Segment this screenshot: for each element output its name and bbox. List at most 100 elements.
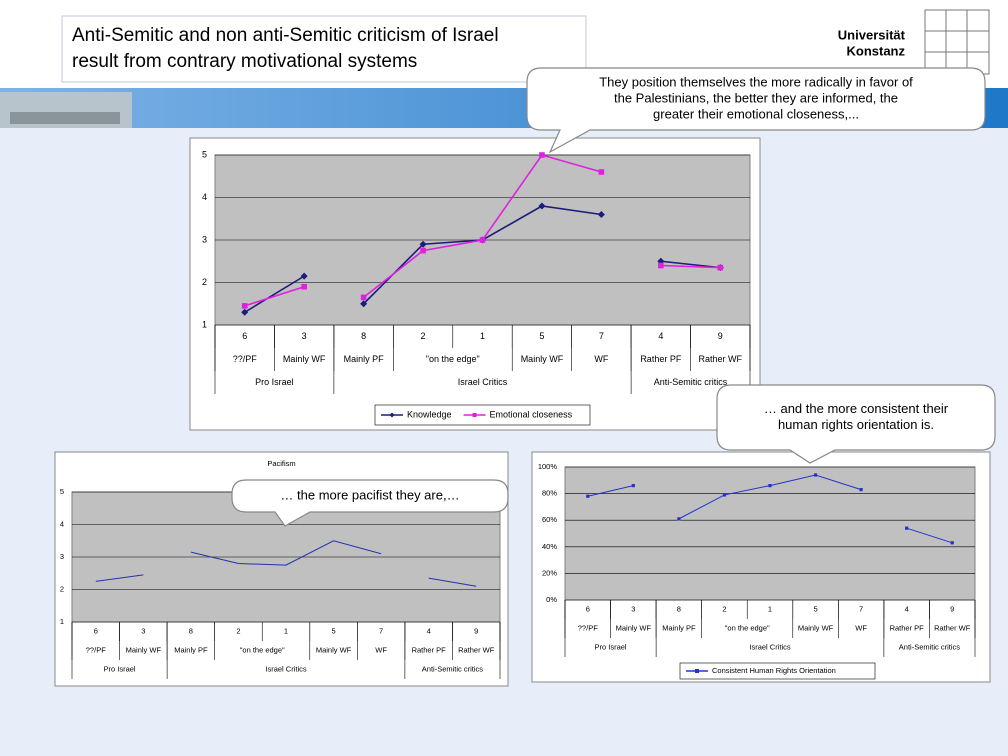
x-tick-label: 4 [658,331,663,341]
x-tick-label: Mainly PF [174,645,208,654]
y-tick-label: 3 [60,552,64,561]
y-tick-label: 100% [538,462,558,471]
point [420,247,426,254]
x-tick-label: Anti-Semitic critics [899,642,961,651]
x-tick-label: Rather WF [699,354,743,364]
point [717,264,724,271]
point [241,308,249,316]
point [677,517,681,521]
point [950,541,954,545]
legend-box [679,662,876,680]
x-tick-label: 5 [813,604,817,613]
point [905,526,909,530]
point [722,493,727,497]
x-tick-label: Mainly WF [126,645,162,654]
y-tick-label: 0% [546,595,557,604]
point [539,152,545,158]
series-line [587,485,634,497]
x-tick-label: 3 [631,604,635,613]
legend-marker [695,669,699,673]
x-tick-label: Rather WF [458,645,495,654]
callout [716,384,996,464]
x-tick-label: 1 [480,331,485,341]
x-tick-label: ??/PF [578,623,598,632]
series-line [428,577,477,587]
series-line [190,540,382,566]
x-tick-label: 4 [427,626,431,635]
y-tick-label: 20% [542,568,557,577]
x-tick-label: 2 [421,331,426,341]
x-tick-label: Mainly PF [344,354,385,364]
point [597,211,605,218]
series-line [244,275,305,313]
x-tick-label: Pro Israel [595,642,627,651]
slide-title: result from contrary motivational system… [72,51,417,72]
x-tick-label: Rather WF [934,623,971,632]
x-tick-label: "on the edge" [240,645,285,654]
x-tick-label: Israel Critics [265,664,307,673]
callout-text: human rights orientation is. [778,417,934,432]
logo-text: Universität [838,27,906,42]
y-tick-label: 5 [202,149,207,159]
x-tick-label: 2 [236,626,240,635]
x-tick-label: 9 [474,626,478,635]
point [859,488,863,492]
x-tick-label: 2 [722,604,726,613]
x-tick-label: Mainly WF [316,645,352,654]
logo-text: Konstanz [847,43,906,58]
point [768,484,772,488]
y-tick-label: 5 [60,487,64,496]
x-tick-label: ??/PF [86,645,106,654]
x-tick-label: 7 [859,604,863,613]
x-tick-label: 1 [768,604,772,613]
x-tick-label: "on the edge" [725,623,770,632]
point [419,240,427,248]
x-tick-label: 6 [94,626,98,635]
x-tick-label: Rather PF [412,645,447,654]
chart-title: Pacifism [267,459,295,468]
x-tick-label: 6 [586,604,590,613]
point [360,300,368,308]
x-tick-label: Mainly WF [283,354,326,364]
point [631,484,635,488]
x-tick-label: Pro Israel [255,377,294,387]
x-tick-label: 3 [302,331,307,341]
x-tick-label: Mainly WF [616,623,652,632]
point [479,237,486,243]
point [538,202,546,210]
callout [231,479,509,527]
callout-text: … and the more consistent their [764,401,949,416]
callout-text: … the more pacifist they are,… [280,487,459,502]
x-tick-label: Mainly PF [662,623,696,632]
x-tick-label: 1 [284,626,288,635]
slide-title: Anti-Semitic and non anti-Semitic critic… [72,25,499,46]
title-box [61,15,587,83]
y-tick-label: 4 [202,192,207,202]
x-tick-label: 8 [677,604,681,613]
photo-building [10,112,120,124]
y-tick-label: 1 [60,617,64,626]
x-tick-label: 6 [242,331,247,341]
y-tick-label: 2 [202,277,207,287]
y-tick-label: 80% [542,489,557,498]
legend-label: Emotional closeness [490,409,573,419]
x-tick-label: 9 [950,604,954,613]
x-tick-label: Anti-Semitic critics [422,664,484,673]
point [360,294,367,301]
x-tick-label: Anti-Semitic critics [654,377,728,387]
legend-marker [389,412,395,418]
point [598,169,605,175]
x-tick-label: ??/PF [233,354,258,364]
y-tick-label: 2 [60,584,64,593]
x-tick-label: Israel Critics [458,377,508,387]
x-tick-label: Rather PF [890,623,925,632]
callout-text: the Palestinians, the better they are in… [614,90,898,105]
y-tick-label: 60% [542,515,557,524]
x-tick-label: "on the edge" [426,354,480,364]
x-tick-label: Mainly WF [798,623,834,632]
x-tick-label: 5 [539,331,544,341]
callout [526,67,986,154]
x-tick-label: WF [594,354,608,364]
x-tick-label: 5 [331,626,335,635]
